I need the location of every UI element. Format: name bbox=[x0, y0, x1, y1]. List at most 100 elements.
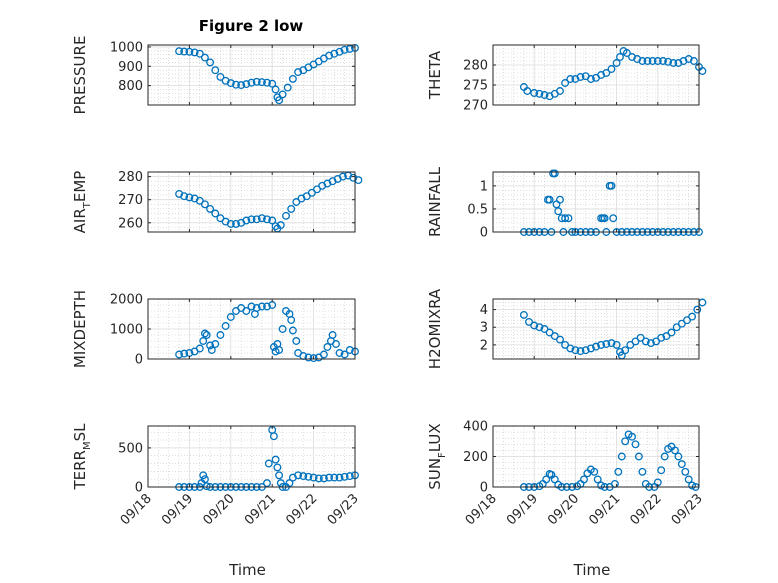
data-point bbox=[299, 472, 308, 481]
y-tick-label: 1000 bbox=[110, 40, 143, 55]
x-tick-label: 09/21 bbox=[586, 491, 623, 528]
y-tick-label: 0 bbox=[135, 353, 143, 368]
data-point bbox=[195, 49, 204, 58]
data-point bbox=[199, 471, 208, 480]
data-point bbox=[232, 219, 240, 228]
data-point bbox=[340, 350, 349, 359]
data-point bbox=[657, 466, 666, 475]
data-point bbox=[275, 471, 284, 480]
data-point bbox=[667, 328, 676, 337]
x-tick-label: 09/22 bbox=[628, 491, 665, 528]
data-point bbox=[580, 475, 588, 484]
data-point bbox=[535, 323, 544, 332]
data-point bbox=[530, 89, 539, 97]
data-point bbox=[242, 307, 251, 315]
data-point bbox=[590, 467, 599, 476]
data-point bbox=[652, 337, 661, 346]
data-point bbox=[211, 66, 220, 75]
y-axis-label: RAINFALL bbox=[426, 166, 444, 237]
data-point bbox=[304, 472, 313, 481]
data-point bbox=[206, 204, 215, 213]
data-point bbox=[688, 312, 697, 321]
x-tick-label: 09/21 bbox=[242, 491, 279, 528]
y-axis-label: TERRMSL bbox=[71, 423, 93, 491]
data-point bbox=[195, 344, 204, 353]
data-point bbox=[226, 219, 235, 228]
data-point bbox=[180, 47, 189, 56]
data-point bbox=[693, 305, 702, 314]
y-tick-label: 2000 bbox=[110, 293, 143, 308]
data-point bbox=[273, 463, 282, 472]
data-point bbox=[323, 343, 332, 351]
data-point bbox=[180, 349, 189, 358]
axes-frame bbox=[147, 171, 356, 233]
data-point bbox=[689, 57, 698, 65]
data-point bbox=[345, 346, 354, 354]
data-point bbox=[657, 333, 666, 342]
data-point bbox=[616, 53, 624, 61]
data-point bbox=[278, 90, 287, 99]
data-point bbox=[677, 319, 686, 328]
data-point bbox=[631, 440, 640, 449]
data-point bbox=[576, 347, 585, 356]
data-point bbox=[275, 96, 284, 105]
data-point bbox=[242, 80, 251, 89]
data-point bbox=[340, 45, 349, 54]
data-point bbox=[287, 204, 296, 213]
data-point bbox=[200, 329, 209, 338]
data-point bbox=[269, 432, 278, 441]
data-point bbox=[550, 169, 559, 178]
data-point bbox=[252, 77, 261, 86]
data-point bbox=[276, 221, 285, 230]
data-point bbox=[592, 342, 600, 351]
data-point bbox=[571, 75, 580, 83]
data-point bbox=[593, 475, 602, 484]
data-point bbox=[525, 317, 533, 326]
data-point bbox=[328, 331, 337, 339]
data-point bbox=[617, 452, 626, 461]
data-point bbox=[314, 474, 323, 483]
data-point bbox=[292, 337, 301, 345]
data-point bbox=[662, 332, 671, 341]
x-tick-label: 09/19 bbox=[504, 491, 541, 528]
data-point bbox=[597, 71, 606, 79]
data-point bbox=[294, 68, 303, 77]
data-point bbox=[671, 446, 679, 455]
data-point bbox=[646, 339, 655, 348]
data-point bbox=[309, 473, 318, 482]
data-point bbox=[257, 214, 266, 223]
x-tick-label: 09/23 bbox=[669, 491, 706, 528]
data-point bbox=[202, 482, 211, 491]
data-point bbox=[252, 215, 261, 224]
data-point bbox=[597, 340, 606, 349]
data-point bbox=[633, 55, 642, 63]
data-point bbox=[530, 321, 539, 330]
axes-frame bbox=[492, 44, 700, 106]
y-tick-label: 280 bbox=[463, 59, 488, 74]
y-tick-label: 900 bbox=[118, 60, 143, 75]
data-point bbox=[309, 354, 318, 363]
data-point bbox=[216, 331, 225, 339]
y-tick-label: 0 bbox=[480, 226, 488, 241]
data-point bbox=[628, 432, 636, 441]
y-tick-label: 0 bbox=[135, 481, 143, 496]
data-point bbox=[185, 193, 194, 202]
data-point bbox=[564, 214, 573, 223]
y-tick-label: 200 bbox=[463, 450, 488, 465]
data-point bbox=[566, 344, 575, 353]
data-point bbox=[556, 87, 564, 95]
x-axis-label: Time bbox=[573, 561, 611, 579]
data-point bbox=[285, 479, 294, 488]
subplot-mixdepth: 0 1000 2000 MIXDEPTH bbox=[71, 290, 359, 368]
data-point bbox=[561, 340, 570, 349]
data-point bbox=[288, 326, 297, 335]
y-tick-label: 0.5 bbox=[467, 202, 488, 217]
y-tick-label: 0 bbox=[480, 481, 488, 496]
data-point bbox=[345, 44, 354, 53]
data-point bbox=[340, 472, 349, 481]
y-tick-label: 275 bbox=[463, 79, 488, 94]
subplot-terr_msl: 0 500 09/18 09/19 09/20 09/21 09/22 09/23 TERRMS… bbox=[71, 423, 362, 579]
data-point bbox=[200, 53, 209, 62]
